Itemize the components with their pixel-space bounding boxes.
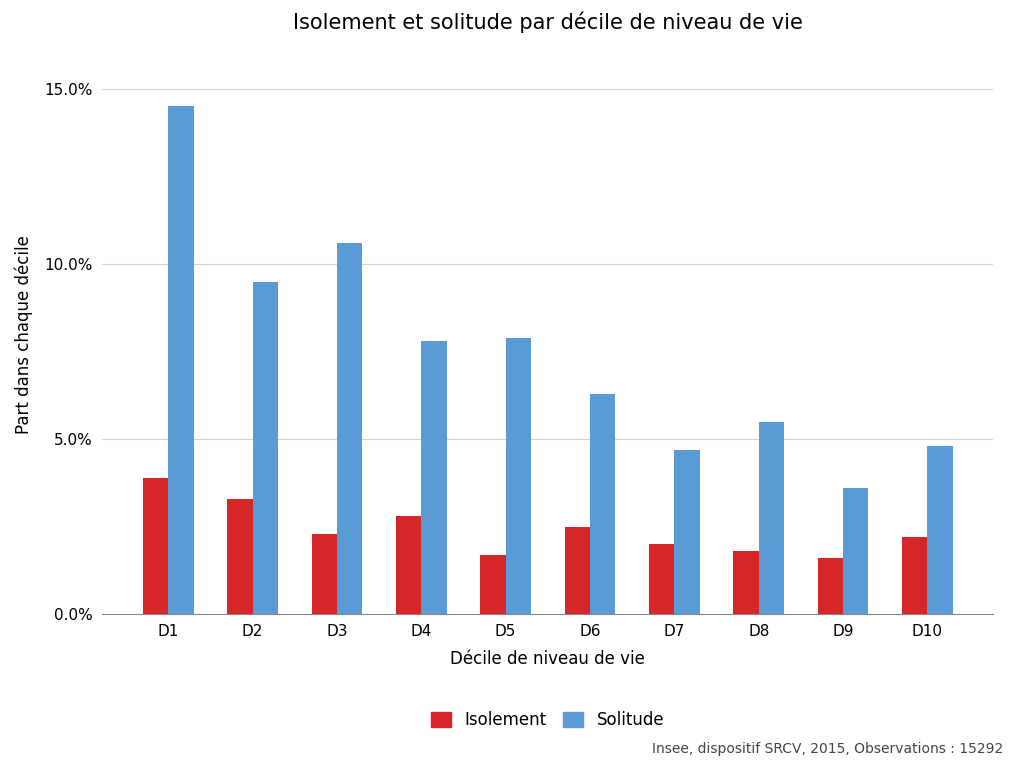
Bar — [227, 498, 253, 614]
Bar — [421, 341, 446, 614]
Bar — [311, 534, 337, 614]
X-axis label: Décile de niveau de vie: Décile de niveau de vie — [451, 650, 645, 668]
Bar — [253, 282, 278, 614]
Bar — [590, 394, 615, 614]
Bar — [337, 243, 362, 614]
Bar — [843, 488, 868, 614]
Bar — [649, 545, 675, 614]
Bar — [168, 106, 194, 614]
Bar — [818, 558, 843, 614]
Bar — [675, 450, 699, 614]
Bar — [396, 516, 421, 614]
Text: Insee, dispositif SRCV, 2015, Observations : 15292: Insee, dispositif SRCV, 2015, Observatio… — [652, 743, 1004, 756]
Legend: Isolement, Solitude: Isolement, Solitude — [431, 711, 665, 730]
Bar — [902, 538, 928, 614]
Bar — [506, 338, 531, 614]
Bar — [143, 478, 168, 614]
Bar — [759, 422, 784, 614]
Bar — [733, 551, 759, 614]
Bar — [564, 527, 590, 614]
Title: Isolement et solitude par décile de niveau de vie: Isolement et solitude par décile de nive… — [293, 12, 803, 33]
Y-axis label: Part dans chaque décile: Part dans chaque décile — [14, 235, 33, 433]
Bar — [928, 446, 952, 614]
Bar — [480, 554, 506, 614]
